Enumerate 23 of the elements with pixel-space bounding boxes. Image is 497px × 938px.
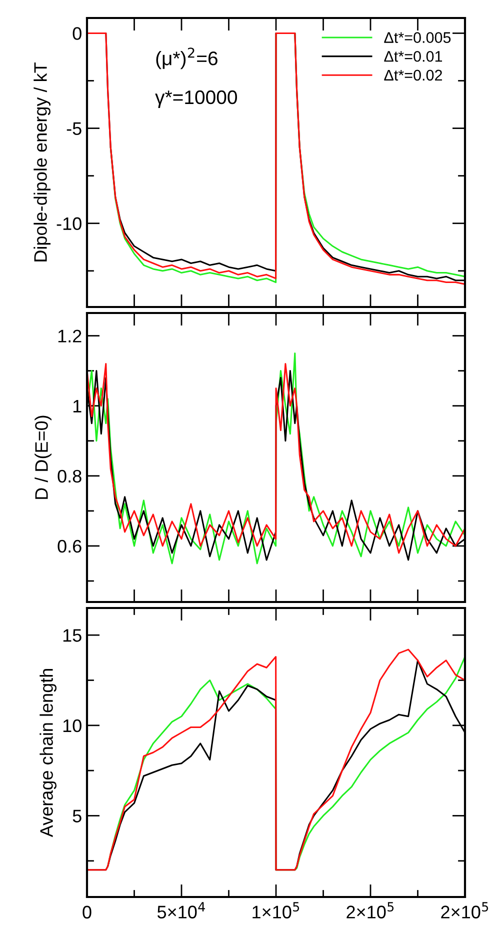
y-tick-label: 0.6 [58,540,82,553]
y-tick-label: 5 [72,810,82,822]
y-axis-title: D / D(E=0) [34,416,52,499]
y-tick-label: 15 [63,629,82,642]
x-tick-label: 2×10$^{5}$ [441,902,488,918]
annotation: γ*=10000 [155,90,237,108]
y-tick-label: 1.2 [58,330,82,342]
legend-label: Δt*=0.01 [384,50,442,62]
y-axis-title: Average chain length [40,669,56,838]
x-tick-label: 5×10$^{4}$ [157,902,205,918]
y-tick-label: 0 [72,27,82,40]
x-tick-label: 0 [82,906,92,919]
y-axis-title: Dipole-dipole energy / kT [34,62,50,262]
y-tick-label: 0.8 [58,470,82,483]
x-tick-label: 2×10$^{5}$ [346,902,394,918]
legend-label: Δt*=0.005 [384,32,451,43]
y-tick-label: -5 [66,122,82,135]
y-tick-label: 1 [73,400,82,412]
y-tick-label: -10 [56,217,82,230]
legend-label: Δt*=0.02 [384,70,442,81]
y-tick-label: 10 [63,719,82,732]
x-tick-label: 1×10$^{5}$ [252,902,300,918]
annotation: (μ*)$^{2}$=6 [156,48,218,70]
